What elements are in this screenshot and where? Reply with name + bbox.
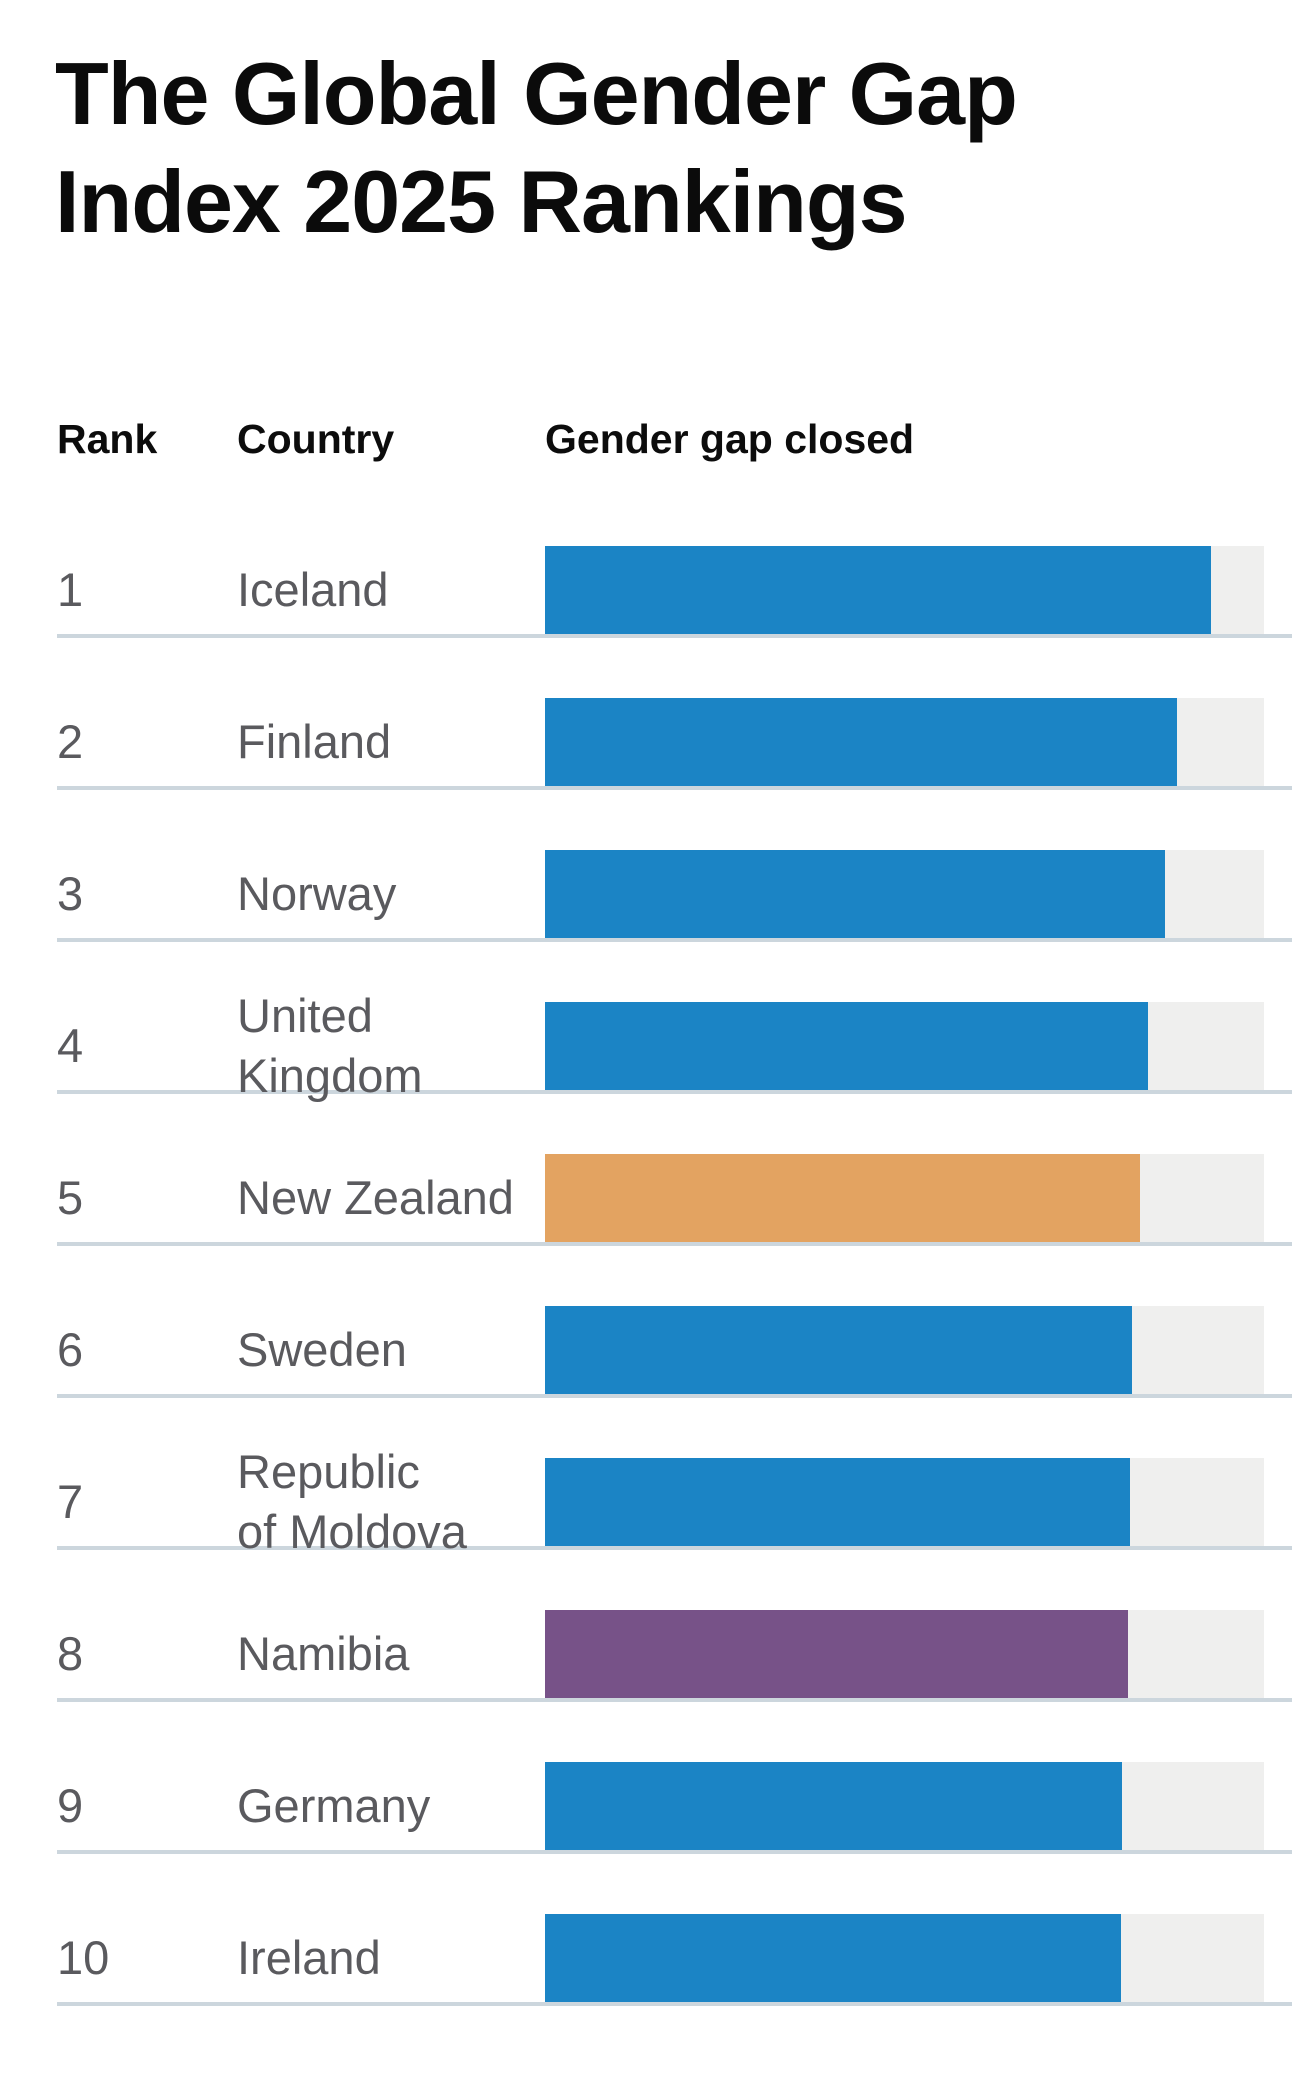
- ranking-row: 7 Republic of Moldova: [57, 1398, 1292, 1558]
- bar-track: [545, 698, 1264, 786]
- chart-title: The Global Gender Gap Index 2025 Ranking…: [55, 44, 1018, 251]
- bar-track: [545, 850, 1264, 938]
- rank-value: 9: [57, 1779, 84, 1832]
- rank-value: 3: [57, 867, 84, 920]
- rank-value: 2: [57, 715, 84, 768]
- country-name: Ireland: [237, 1931, 381, 1984]
- column-header-rank: Rank: [57, 416, 158, 462]
- bar-track: [545, 1306, 1264, 1394]
- country-name: Norway: [237, 867, 397, 920]
- ranking-row: 2 Finland: [57, 638, 1292, 790]
- rank-value: 6: [57, 1323, 84, 1376]
- country-name: Namibia: [237, 1627, 410, 1680]
- table-header: Rank Country Gender gap closed: [57, 415, 1292, 463]
- ranking-row: 10 Ireland: [57, 1854, 1292, 2006]
- bar-fill: [545, 1610, 1129, 1698]
- country-name: New Zealand: [237, 1171, 514, 1224]
- ranking-row: 6 Sweden: [57, 1246, 1292, 1398]
- rank-value: 10: [57, 1931, 110, 1984]
- bar-fill: [545, 850, 1166, 938]
- country-name: Iceland: [237, 563, 389, 616]
- ranking-row: 3 Norway: [57, 790, 1292, 942]
- bar-fill: [545, 1762, 1123, 1850]
- country-name: United Kingdom: [237, 989, 423, 1102]
- column-header-country: Country: [237, 416, 395, 462]
- rankings-table-body: 1 Iceland 2 Finland 3 Norway 4 United Ki…: [0, 486, 1292, 2006]
- bar-track: [545, 1458, 1264, 1546]
- country-name: Republic of Moldova: [237, 1445, 467, 1558]
- ranking-row: 8 Namibia: [57, 1550, 1292, 1702]
- bar-track: [545, 1002, 1264, 1090]
- bar-track: [545, 546, 1264, 634]
- bar-fill: [545, 546, 1211, 634]
- bar-track: [545, 1914, 1264, 2002]
- rank-value: 5: [57, 1171, 84, 1224]
- rank-value: 4: [57, 1019, 84, 1072]
- column-header-gender-gap-closed: Gender gap closed: [545, 416, 915, 462]
- country-name: Finland: [237, 715, 392, 768]
- country-name: Germany: [237, 1779, 431, 1832]
- rank-value: 8: [57, 1627, 84, 1680]
- rank-value: 7: [57, 1475, 84, 1528]
- bar-fill: [545, 1154, 1140, 1242]
- bar-fill: [545, 698, 1177, 786]
- bar-fill: [545, 1914, 1121, 2002]
- ranking-row: 9 Germany: [57, 1702, 1292, 1854]
- bar-track: [545, 1610, 1264, 1698]
- rank-value: 1: [57, 563, 84, 616]
- bar-fill: [545, 1306, 1133, 1394]
- bar-track: [545, 1762, 1264, 1850]
- country-name: Sweden: [237, 1323, 407, 1376]
- ranking-row: 5 New Zealand: [57, 1094, 1292, 1246]
- bar-fill: [545, 1458, 1130, 1546]
- bar-fill: [545, 1002, 1148, 1090]
- ranking-row: 1 Iceland: [57, 486, 1292, 638]
- ranking-row: 4 United Kingdom: [57, 942, 1292, 1102]
- bar-track: [545, 1154, 1264, 1242]
